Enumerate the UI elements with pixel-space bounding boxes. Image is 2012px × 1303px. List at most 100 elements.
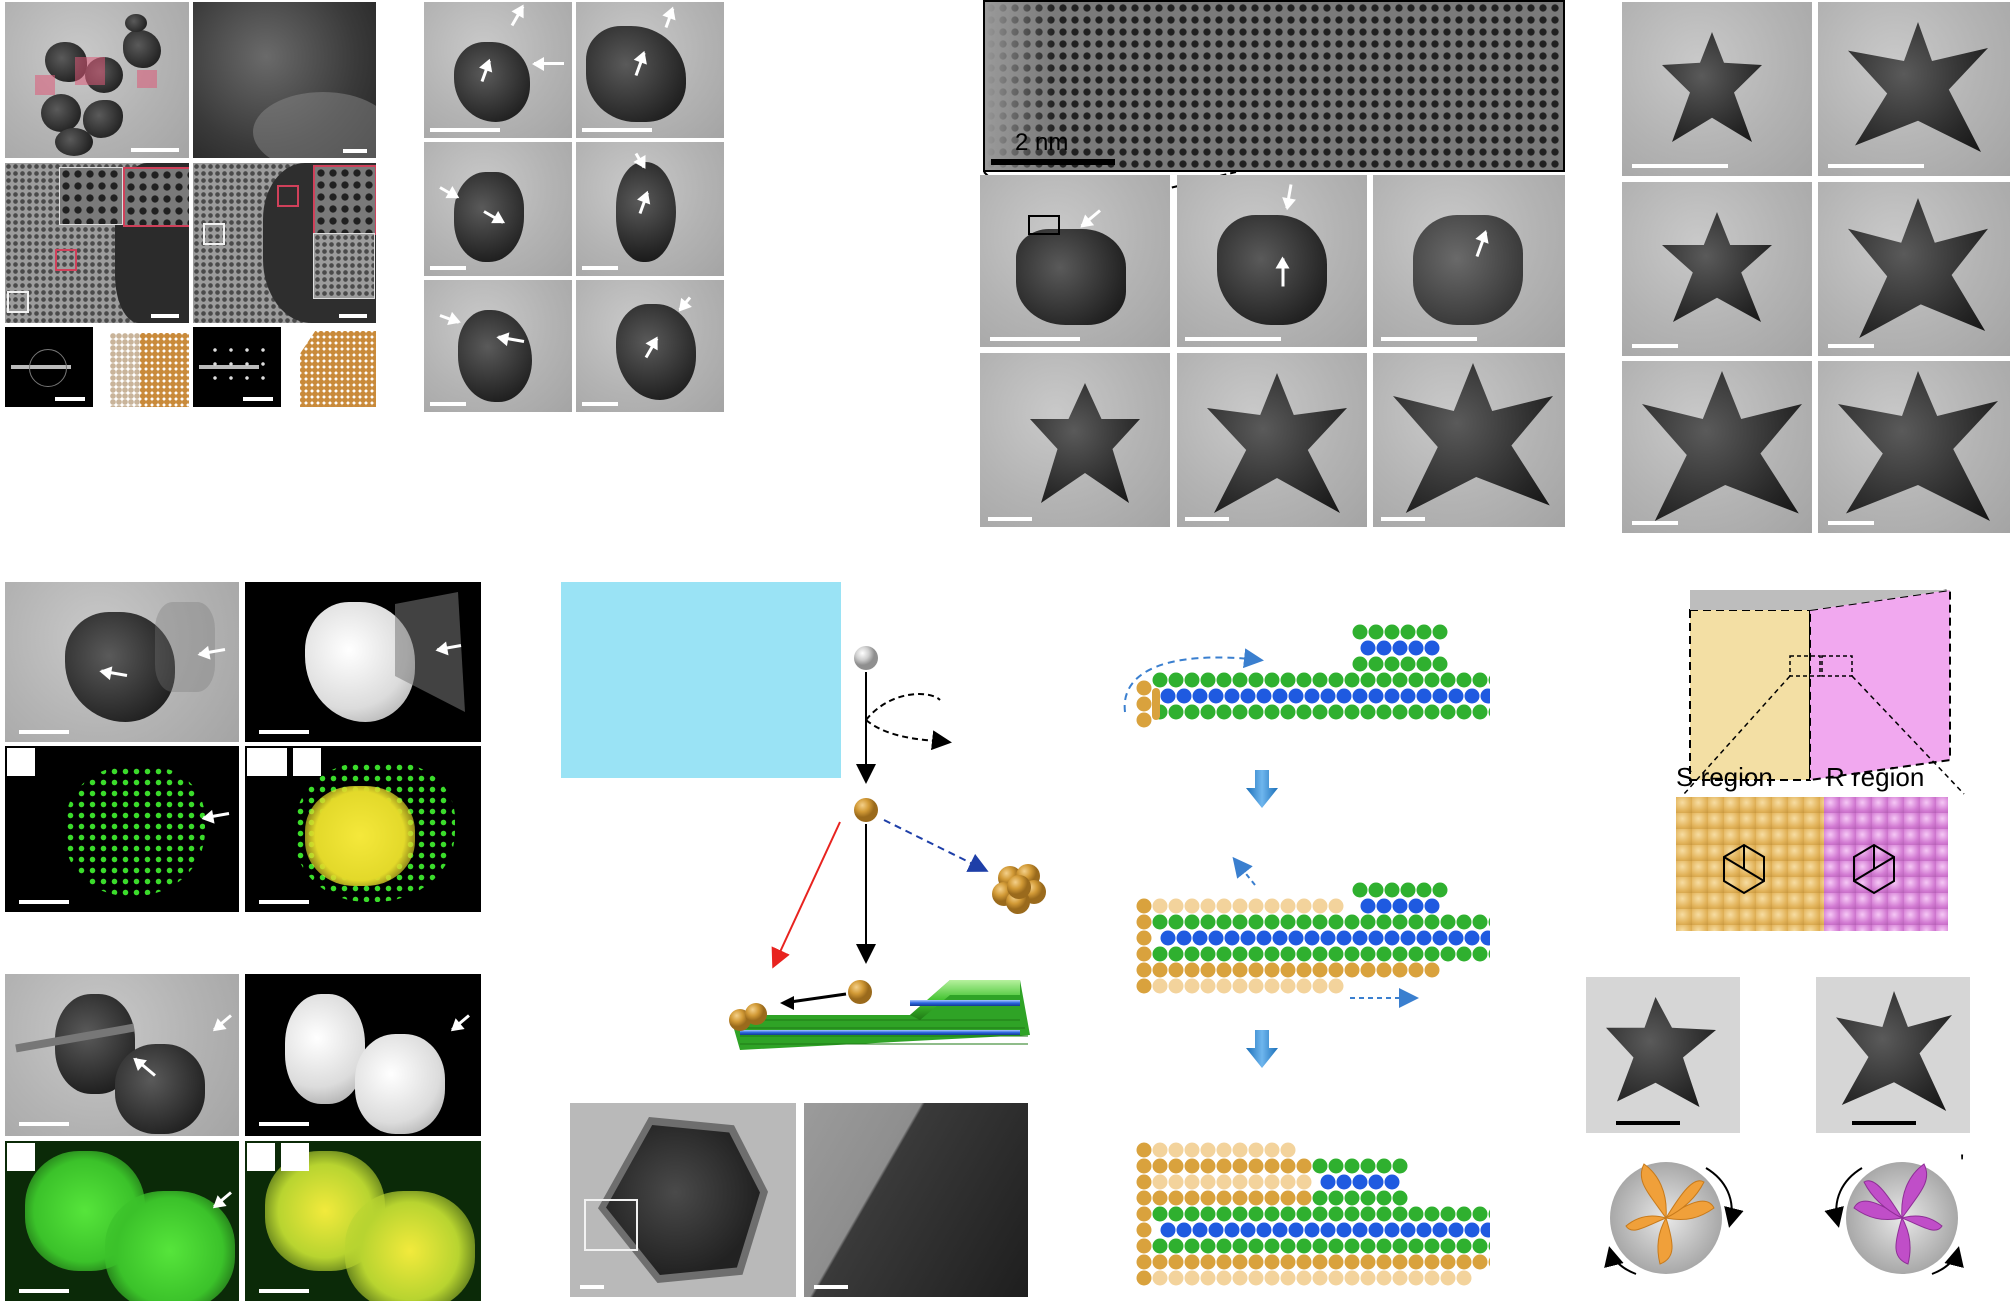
scale-bar	[1828, 344, 1874, 348]
pale-gold-atom	[1408, 1270, 1424, 1286]
gold-atom	[1296, 1158, 1312, 1174]
gold-atom	[1392, 962, 1408, 978]
pale-gold-atom	[1296, 978, 1312, 994]
gold-atom	[1392, 1254, 1408, 1270]
pale-gold-atom	[1248, 1142, 1264, 1158]
pale-gold-atom	[1152, 1270, 1168, 1286]
green-atom	[1280, 704, 1296, 720]
green-atom	[1264, 914, 1280, 930]
green-atom	[1440, 946, 1456, 962]
green-atom	[1168, 946, 1184, 962]
blue-atom	[1272, 930, 1288, 946]
green-atom	[1168, 672, 1184, 688]
gold-atom	[1424, 962, 1440, 978]
blue-atom	[1176, 688, 1192, 704]
green-atom	[1360, 1190, 1376, 1206]
green-atom	[1216, 704, 1232, 720]
blue-atom	[1432, 1222, 1448, 1238]
scale-bar	[1381, 517, 1425, 521]
scale-bar	[55, 397, 85, 401]
green-atom	[1392, 914, 1408, 930]
green-atom	[1408, 704, 1424, 720]
scale-bar	[19, 1289, 69, 1293]
blue-atom	[1424, 898, 1440, 914]
green-atom	[1392, 704, 1408, 720]
pale-gold-atom	[1264, 898, 1280, 914]
blue-atom	[1192, 688, 1208, 704]
gold-atom	[1376, 962, 1392, 978]
green-atom	[1264, 1206, 1280, 1222]
blue-atom	[1352, 930, 1368, 946]
scale-bar	[1632, 521, 1678, 525]
gold-atom	[1360, 1254, 1376, 1270]
green-atom	[1400, 882, 1416, 898]
scale-bar	[1828, 521, 1874, 525]
blue-atom	[1176, 930, 1192, 946]
green-atom	[1472, 946, 1488, 962]
green-atom	[1200, 704, 1216, 720]
green-atom	[1328, 946, 1344, 962]
pale-gold-atom	[1168, 898, 1184, 914]
green-atom	[1344, 704, 1360, 720]
blue-atom	[1320, 1174, 1336, 1190]
pale-gold-atom	[1312, 898, 1328, 914]
blue-atom	[1288, 930, 1304, 946]
green-atom	[1248, 672, 1264, 688]
green-atom	[1488, 949, 1490, 959]
green-atom	[1200, 1238, 1216, 1254]
gold-atom	[1344, 962, 1360, 978]
tem-d-2	[1818, 2, 2010, 176]
green-atom	[1232, 672, 1248, 688]
blue-atom	[1384, 1222, 1400, 1238]
pale-gold-atom	[1216, 898, 1232, 914]
pale-gold-atom	[1152, 1174, 1168, 1190]
green-atom	[1328, 704, 1344, 720]
scale-bar	[814, 1285, 848, 1289]
eds-map-green-f	[5, 1141, 239, 1301]
pale-gold-atom	[1168, 1270, 1184, 1286]
blue-atom	[1368, 1174, 1384, 1190]
pale-gold-atom	[1264, 1142, 1280, 1158]
hrtem-interface-left	[5, 163, 189, 323]
tem-d-1	[1622, 2, 1812, 176]
green-atom	[1384, 624, 1400, 640]
pale-gold-atom	[1168, 1174, 1184, 1190]
eds-map-overlay-e	[245, 746, 481, 912]
green-atom	[1184, 672, 1200, 688]
pale-gold-atom	[1264, 1174, 1280, 1190]
green-atom	[1232, 1238, 1248, 1254]
blue-atom	[1160, 930, 1176, 946]
green-atom	[1424, 1206, 1440, 1222]
blue-atom	[1360, 898, 1376, 914]
atomic-r-region	[1824, 797, 1948, 931]
pale-gold-atom	[1152, 978, 1168, 994]
green-atom	[1376, 1190, 1392, 1206]
green-atom	[1200, 672, 1216, 688]
green-atom	[1360, 946, 1376, 962]
gold-atom	[1152, 1158, 1168, 1174]
blue-atom	[1360, 640, 1376, 656]
green-atom	[1264, 946, 1280, 962]
gold-atom	[1184, 1158, 1200, 1174]
pale-gold-atom	[1232, 978, 1248, 994]
green-atom	[1152, 914, 1168, 930]
blue-atom	[1424, 640, 1440, 656]
blue-atom	[1384, 930, 1400, 946]
green-atom	[1344, 1158, 1360, 1174]
gold-atom	[1136, 930, 1152, 946]
green-atom	[1488, 707, 1490, 717]
green-atom	[1360, 1158, 1376, 1174]
chiral-icon-right	[1824, 1162, 1964, 1275]
blue-atom	[1320, 688, 1336, 704]
green-atom	[1168, 1206, 1184, 1222]
pale-gold-atom	[1184, 1142, 1200, 1158]
blue-atom	[1464, 688, 1480, 704]
tem-c-1	[980, 175, 1170, 347]
blue-atom	[1304, 688, 1320, 704]
blue-atom	[1352, 1222, 1368, 1238]
scale-bar	[1381, 337, 1477, 341]
pale-gold-atom	[1280, 1174, 1296, 1190]
green-atom	[1368, 624, 1384, 640]
layer-growth-schematic	[1123, 624, 1490, 1286]
gold-atom	[1312, 1254, 1328, 1270]
